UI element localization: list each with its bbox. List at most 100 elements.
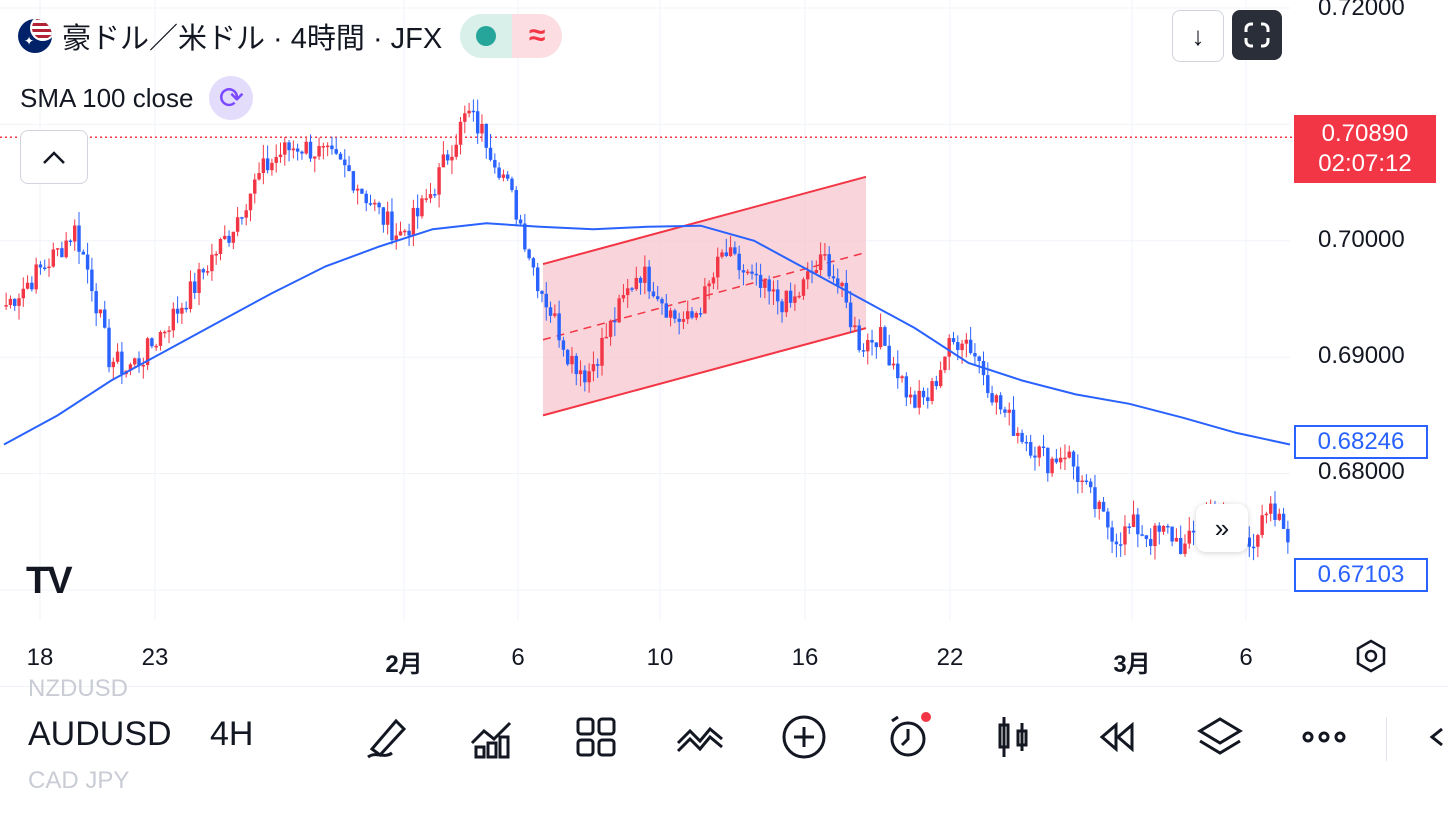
- sma-value: 0.68246: [1317, 428, 1405, 455]
- scroll-to-realtime-button[interactable]: »: [1196, 504, 1248, 552]
- candle-body: [806, 271, 810, 280]
- candle-body: [244, 210, 248, 218]
- candle-body: [1166, 525, 1170, 528]
- candle-body: [334, 149, 338, 154]
- candle-body: [398, 231, 403, 236]
- candle-body: [595, 364, 600, 366]
- candle-body: [43, 267, 47, 269]
- candle-body: [270, 162, 274, 171]
- candle-body: [197, 269, 201, 293]
- candle-body: [38, 264, 43, 268]
- candle-body: [90, 269, 94, 292]
- price-axis-label: 0.72000: [1318, 0, 1405, 21]
- layout-icon[interactable]: [570, 711, 622, 763]
- candle-body: [707, 283, 711, 287]
- time-axis-label: 16: [791, 644, 819, 671]
- candle-body: [1153, 525, 1157, 547]
- candle-body: [583, 370, 587, 383]
- candle-body: [698, 313, 703, 315]
- candle-body: [171, 308, 176, 331]
- replay-icon[interactable]: [1090, 711, 1142, 763]
- candle-body: [1041, 446, 1046, 449]
- candle-body: [287, 142, 291, 151]
- candle-body: [973, 353, 977, 357]
- candle-body: [214, 254, 218, 256]
- price-chart[interactable]: [0, 0, 1448, 686]
- candle-body: [373, 202, 377, 205]
- channel-lower-line[interactable]: [542, 327, 867, 417]
- candle-body: [81, 251, 86, 255]
- candle-body: [998, 395, 1003, 410]
- more-icon[interactable]: [1298, 711, 1350, 763]
- candle-body: [158, 332, 163, 346]
- market-status[interactable]: ≈: [460, 14, 563, 58]
- candle-body: [720, 252, 724, 257]
- alert-icon[interactable]: [882, 711, 934, 763]
- candle-body: [716, 256, 720, 278]
- channel-upper-line[interactable]: [542, 175, 867, 266]
- chart-settings-icon[interactable]: [1353, 638, 1389, 674]
- candle-body: [231, 231, 236, 243]
- candle-body: [68, 240, 73, 243]
- collapse-legend-button[interactable]: [20, 130, 88, 184]
- candle-body: [441, 154, 446, 168]
- candle-body: [565, 349, 570, 365]
- loading-icon: ⟳: [209, 76, 254, 120]
- fullscreen-button[interactable]: [1232, 10, 1282, 60]
- candle-body: [347, 165, 351, 172]
- fullscreen-icon: [1244, 22, 1270, 48]
- candle-body: [411, 207, 416, 236]
- candle-body: [304, 141, 308, 154]
- candle-body: [1183, 543, 1187, 554]
- layers-icon[interactable]: [1194, 711, 1246, 763]
- candle-body: [338, 153, 343, 160]
- candle-body: [990, 393, 994, 403]
- candle-body: [1093, 487, 1097, 509]
- symbol-prev[interactable]: NZDUSD: [28, 675, 128, 702]
- current-price-tag: 0.70890 02:07:12: [1294, 115, 1436, 183]
- candle-body: [574, 355, 578, 375]
- candle-body: [917, 390, 921, 408]
- candle-body: [968, 339, 973, 354]
- candle-body: [1071, 451, 1076, 467]
- symbol-next[interactable]: CAD JPY: [28, 767, 130, 794]
- compare-icon[interactable]: [674, 711, 726, 763]
- candle-body: [840, 282, 844, 287]
- indicators-icon[interactable]: [466, 711, 518, 763]
- candle-body: [120, 351, 124, 375]
- candle-body: [188, 281, 193, 309]
- candle-body: [1067, 451, 1071, 458]
- draw-icon[interactable]: [362, 711, 414, 763]
- candle-body: [818, 254, 823, 271]
- candle-body: [733, 247, 737, 254]
- candle-body: [553, 313, 557, 316]
- candle-body: [13, 298, 17, 306]
- candle-body: [415, 207, 420, 217]
- candle-body: [394, 235, 398, 241]
- candle-body: [77, 225, 81, 252]
- candle-body: [527, 249, 531, 259]
- candle-body: [368, 203, 373, 205]
- add-icon[interactable]: [778, 711, 830, 763]
- symbol-selector[interactable]: AUDUSD: [28, 715, 172, 753]
- price-axis-label: 0.70000: [1318, 226, 1405, 253]
- back-icon[interactable]: [1420, 711, 1448, 763]
- candle-body: [724, 252, 729, 256]
- candle-body: [1003, 409, 1007, 413]
- candle-body: [986, 375, 990, 394]
- candle-body: [921, 390, 926, 398]
- candle-body: [540, 291, 544, 294]
- candle-body: [283, 142, 287, 155]
- candle-body: [1076, 466, 1080, 482]
- indicator-legend[interactable]: SMA 100 close ⟳: [20, 76, 254, 120]
- candle-body: [248, 193, 253, 211]
- candle-body: [30, 282, 34, 290]
- candle-body: [1050, 458, 1054, 474]
- toolbar-divider: [1386, 717, 1387, 761]
- chart-type-icon[interactable]: [986, 711, 1038, 763]
- timeframe-selector[interactable]: 4H: [210, 715, 254, 753]
- download-button[interactable]: ↓: [1172, 10, 1224, 62]
- candle-body: [1110, 527, 1114, 542]
- candle-body: [754, 273, 759, 276]
- symbol-title[interactable]: 豪ドル／米ドル · 4時間 · JFX: [62, 23, 443, 55]
